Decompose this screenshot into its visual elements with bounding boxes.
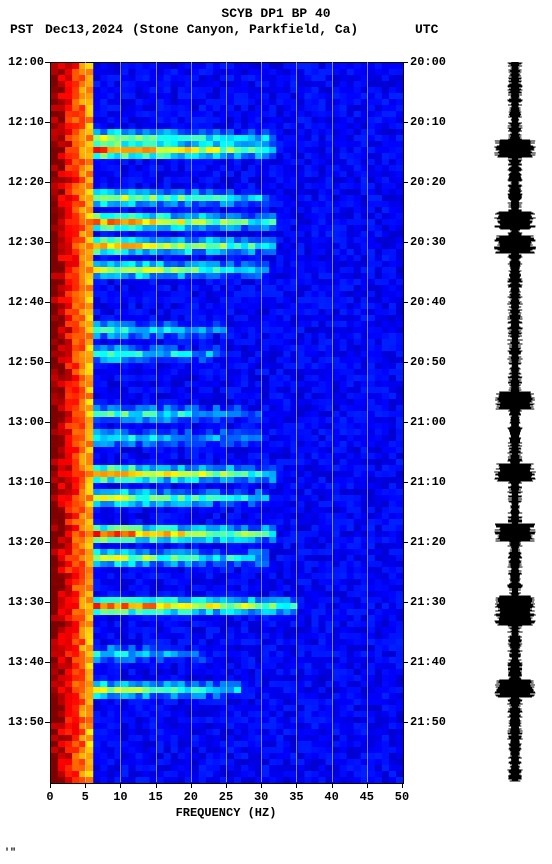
xtick: 30 (254, 790, 268, 804)
xtick: 45 (360, 790, 374, 804)
xtick-mark (226, 783, 227, 788)
tick-mark (403, 122, 408, 123)
tick-mark (45, 302, 50, 303)
ytick-right: 21:30 (410, 595, 446, 609)
tick-mark (403, 62, 408, 63)
ytick-left: 12:10 (8, 115, 44, 129)
spectrogram-page: { "header":{ "title_line1":"SCYB DP1 BP … (0, 0, 552, 864)
xtick: 0 (46, 790, 53, 804)
utc-label: UTC (415, 22, 438, 37)
ytick-left: 12:00 (8, 55, 44, 69)
tick-mark (45, 182, 50, 183)
ytick-right: 21:10 (410, 475, 446, 489)
ytick-right: 21:40 (410, 655, 446, 669)
ytick-right: 21:20 (410, 535, 446, 549)
ytick-left: 13:50 (8, 715, 44, 729)
ytick-left: 12:40 (8, 295, 44, 309)
tick-mark (403, 722, 408, 723)
tick-mark (45, 242, 50, 243)
tick-mark (45, 62, 50, 63)
tick-mark (403, 482, 408, 483)
xtick-mark (85, 783, 86, 788)
xtick: 5 (82, 790, 89, 804)
spectrogram-plot (50, 62, 404, 784)
ytick-left: 12:30 (8, 235, 44, 249)
ytick-right: 20:40 (410, 295, 446, 309)
tick-mark (45, 542, 50, 543)
ytick-left: 13:10 (8, 475, 44, 489)
spectrogram-svg (51, 63, 403, 783)
tick-mark (45, 122, 50, 123)
ytick-right: 20:30 (410, 235, 446, 249)
xtick: 25 (219, 790, 233, 804)
xtick-mark (191, 783, 192, 788)
ytick-right: 20:00 (410, 55, 446, 69)
tick-mark (45, 362, 50, 363)
corner-mark: '" (4, 848, 16, 859)
ytick-right: 20:10 (410, 115, 446, 129)
xtick-mark (367, 783, 368, 788)
xtick: 40 (324, 790, 338, 804)
xtick-mark (332, 783, 333, 788)
tick-mark (45, 662, 50, 663)
x-axis-label: FREQUENCY (HZ) (50, 806, 402, 820)
xtick-mark (261, 783, 262, 788)
tick-mark (403, 362, 408, 363)
waveform-svg (490, 62, 540, 782)
ytick-right: 20:50 (410, 355, 446, 369)
xtick: 15 (148, 790, 162, 804)
waveform-panel (490, 62, 540, 782)
xtick-mark (296, 783, 297, 788)
ytick-right: 21:50 (410, 715, 446, 729)
tick-mark (45, 482, 50, 483)
ytick-left: 12:50 (8, 355, 44, 369)
xtick: 35 (289, 790, 303, 804)
ytick-left: 13:20 (8, 535, 44, 549)
xtick-mark (120, 783, 121, 788)
tick-mark (403, 422, 408, 423)
location-label: (Stone Canyon, Parkfield, Ca) (132, 22, 358, 37)
tick-mark (45, 602, 50, 603)
tick-mark (45, 722, 50, 723)
tick-mark (45, 422, 50, 423)
pst-label: PST (10, 22, 33, 37)
date-label: Dec13,2024 (45, 22, 123, 37)
ytick-left: 13:40 (8, 655, 44, 669)
ytick-right: 20:20 (410, 175, 446, 189)
tick-mark (403, 662, 408, 663)
tick-mark (403, 602, 408, 603)
ytick-left: 13:00 (8, 415, 44, 429)
xtick: 10 (113, 790, 127, 804)
ytick-right: 21:00 (410, 415, 446, 429)
ytick-left: 12:20 (8, 175, 44, 189)
xtick-mark (156, 783, 157, 788)
xtick-mark (402, 783, 403, 788)
tick-mark (403, 242, 408, 243)
tick-mark (403, 302, 408, 303)
title-line-1: SCYB DP1 BP 40 (0, 6, 552, 21)
tick-mark (403, 182, 408, 183)
tick-mark (403, 542, 408, 543)
xtick: 20 (184, 790, 198, 804)
ytick-left: 13:30 (8, 595, 44, 609)
xtick-mark (50, 783, 51, 788)
xtick: 50 (395, 790, 409, 804)
